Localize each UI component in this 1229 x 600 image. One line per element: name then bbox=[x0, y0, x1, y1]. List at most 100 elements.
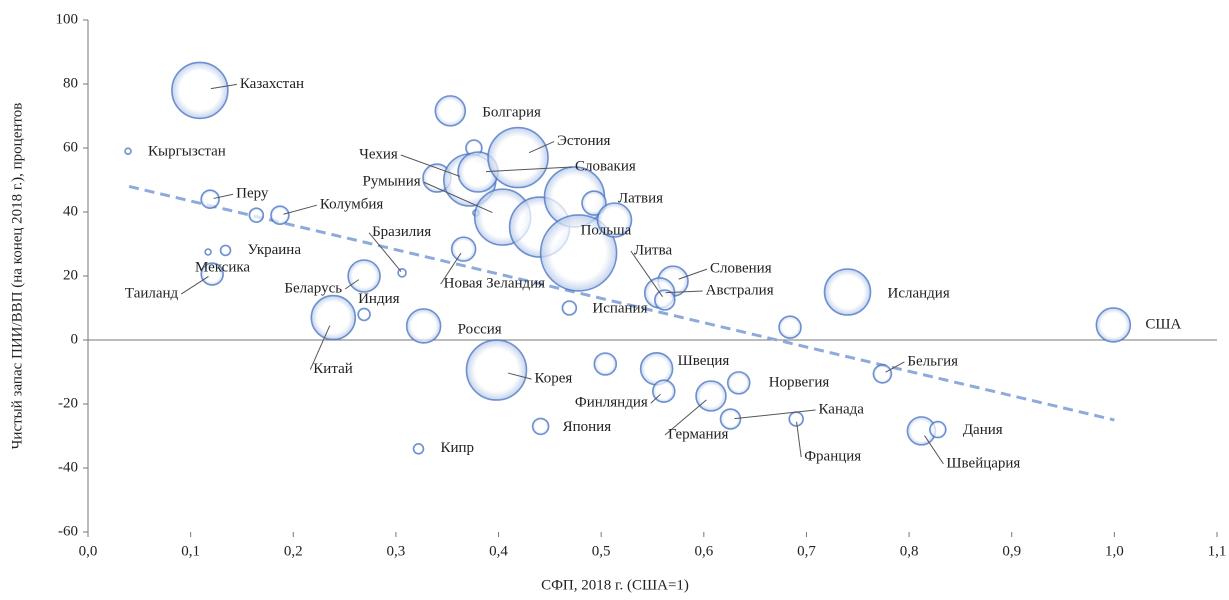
x-tick-label: 0,5 bbox=[592, 543, 611, 559]
bubble bbox=[726, 371, 751, 395]
x-tick-label: 1,1 bbox=[1208, 543, 1227, 559]
y-axis-label: Чистый запас ПИИ/ВВП (на конец 2018 г.),… bbox=[9, 103, 25, 450]
bubble bbox=[823, 268, 872, 316]
point-label: Кипр bbox=[440, 440, 474, 456]
bubble bbox=[124, 147, 132, 155]
trendline bbox=[128, 184, 1115, 422]
leader-line bbox=[485, 166, 573, 173]
bubble bbox=[248, 207, 265, 223]
bubble bbox=[200, 189, 220, 209]
bubble bbox=[357, 307, 371, 322]
point-label: Норвегия bbox=[769, 374, 830, 390]
point-label: Исландия bbox=[888, 285, 950, 301]
y-tick-label: -20 bbox=[58, 395, 78, 411]
bubble bbox=[450, 236, 477, 262]
bubble bbox=[872, 364, 893, 384]
point-label: Латвия bbox=[618, 190, 663, 206]
leader-line bbox=[507, 372, 532, 380]
bubble bbox=[788, 411, 804, 427]
leader-line bbox=[283, 204, 318, 215]
leader-line bbox=[368, 232, 402, 272]
bubble bbox=[719, 408, 742, 430]
point-label: Корея bbox=[534, 371, 572, 387]
bubble bbox=[204, 248, 212, 256]
y-tick-label: 20 bbox=[63, 267, 78, 283]
point-label: Швейцария bbox=[946, 455, 1020, 471]
x-axis-label: СФП, 2018 г. (США=1) bbox=[541, 577, 689, 593]
point-label: Таиланд bbox=[125, 286, 179, 302]
leader-line bbox=[796, 421, 802, 458]
leader-line bbox=[210, 83, 237, 90]
bubble bbox=[219, 244, 232, 257]
bubble bbox=[412, 442, 425, 455]
point-label: Новая Зеландия bbox=[444, 276, 546, 292]
leader-line bbox=[924, 435, 944, 465]
bubble bbox=[596, 202, 633, 238]
point-label: Китай bbox=[313, 361, 352, 377]
point-label: Словения bbox=[710, 261, 772, 277]
bubble bbox=[531, 417, 550, 436]
point-label: Бразилия bbox=[372, 224, 431, 240]
leader-line bbox=[309, 325, 331, 370]
y-tick-label: -60 bbox=[58, 523, 78, 539]
x-tick-label: 0,8 bbox=[900, 543, 919, 559]
leader-line bbox=[180, 276, 209, 295]
point-label: Индия bbox=[358, 291, 400, 307]
y-tick-label: 0 bbox=[71, 331, 79, 347]
leader-line bbox=[213, 193, 234, 199]
bubble bbox=[539, 214, 618, 292]
point-label: Франция bbox=[804, 448, 861, 464]
point-label: Мексика bbox=[195, 259, 250, 275]
point-label: Финляндия bbox=[575, 395, 648, 411]
leader-line bbox=[664, 399, 707, 436]
y-tick-label: -40 bbox=[58, 459, 78, 475]
point-label: Словакия bbox=[575, 158, 636, 174]
leader-line bbox=[400, 154, 461, 177]
y-tick-label: 60 bbox=[63, 139, 78, 155]
bubble bbox=[561, 300, 578, 316]
y-tick-label: 40 bbox=[63, 203, 78, 219]
point-label: Швеция bbox=[678, 353, 730, 369]
point-label: Россия bbox=[458, 321, 502, 337]
bubble bbox=[593, 352, 618, 376]
x-tick-label: 0,0 bbox=[79, 543, 98, 559]
bubble bbox=[639, 351, 674, 386]
x-tick-label: 0,3 bbox=[387, 543, 406, 559]
point-label: Украина bbox=[248, 242, 302, 258]
point-label: Казахстан bbox=[240, 76, 304, 92]
bubble bbox=[929, 420, 947, 439]
leader-line bbox=[344, 279, 360, 290]
x-tick-label: 0,1 bbox=[181, 543, 200, 559]
leader-line bbox=[885, 361, 905, 373]
bubble bbox=[581, 190, 607, 216]
bubble bbox=[200, 262, 224, 286]
bubble bbox=[171, 61, 229, 120]
point-label: Чехия bbox=[359, 146, 398, 162]
point-label: Дания bbox=[963, 422, 1003, 438]
point-label: Кыргызстан bbox=[148, 144, 226, 160]
point-label: Беларусь bbox=[284, 280, 342, 296]
point-label: Германия bbox=[668, 426, 729, 442]
x-tick-label: 0,2 bbox=[284, 543, 303, 559]
bubble bbox=[465, 339, 528, 401]
point-label: Перу bbox=[236, 186, 269, 202]
bubble bbox=[434, 95, 467, 127]
leader-line bbox=[440, 252, 462, 285]
leader-line bbox=[650, 393, 661, 404]
x-tick-label: 0,9 bbox=[1002, 543, 1021, 559]
point-label: Литва bbox=[634, 242, 673, 258]
point-label: Польша bbox=[581, 222, 632, 238]
leader-line bbox=[528, 141, 555, 154]
bubble bbox=[310, 294, 357, 341]
point-label: США bbox=[1145, 316, 1181, 332]
point-label: Испания bbox=[592, 300, 647, 316]
point-label: Австралия bbox=[706, 282, 774, 298]
point-label: Болгария bbox=[482, 104, 541, 120]
x-tick-label: 0,7 bbox=[797, 543, 816, 559]
bubble bbox=[1095, 307, 1132, 343]
leader-line bbox=[423, 181, 493, 214]
leader-line bbox=[734, 409, 816, 420]
leader-line bbox=[665, 290, 703, 294]
leader-line bbox=[678, 268, 708, 280]
